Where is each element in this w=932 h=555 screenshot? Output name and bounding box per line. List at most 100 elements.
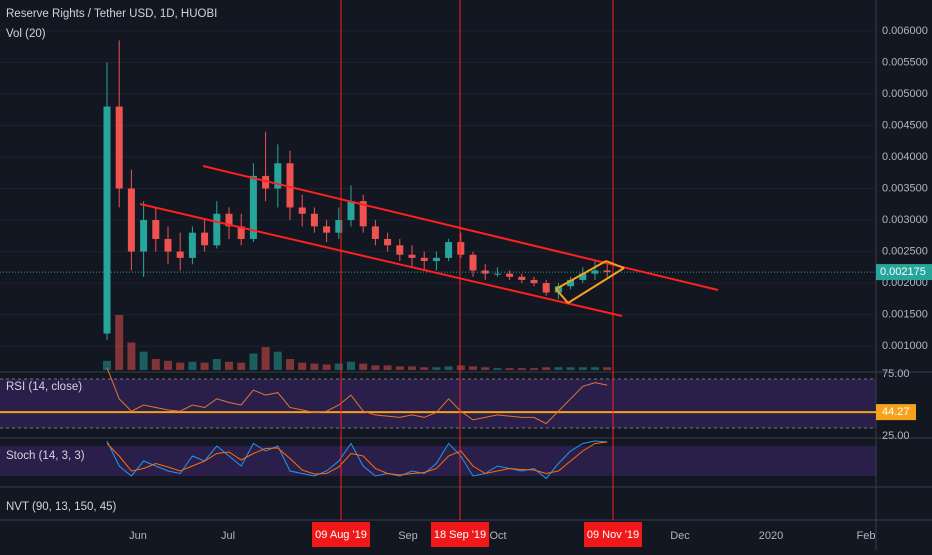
candle-body	[579, 273, 587, 280]
x-tick-label: Sep	[398, 530, 418, 542]
candle-body	[115, 106, 123, 189]
candle-body	[298, 207, 306, 214]
volume-bar	[188, 361, 197, 370]
candle-body	[445, 242, 453, 258]
x-tick-label: 2020	[759, 530, 783, 542]
volume-bar	[554, 367, 563, 370]
candle-body	[591, 270, 599, 274]
y-tick-label: 0.006000	[882, 25, 928, 37]
candle-body	[432, 257, 440, 262]
volume-bar	[322, 364, 331, 370]
volume-bar	[371, 365, 380, 370]
y-tick-label: 0.003500	[882, 182, 928, 194]
candle-body	[518, 276, 526, 280]
volume-bar	[444, 366, 453, 370]
x-tick-label: Feb	[857, 530, 876, 542]
candle-body	[408, 254, 416, 258]
y-tick-label: 0.004500	[882, 119, 928, 131]
marks	[0, 30, 876, 480]
volume-bar	[420, 367, 429, 370]
y-tick-label: 0.005500	[882, 56, 928, 68]
volume-bar	[249, 353, 258, 370]
candle-body	[493, 273, 501, 275]
rsi-level-box	[876, 404, 916, 421]
y-tick-label: 0.004000	[882, 151, 928, 163]
volume-bar	[115, 315, 124, 370]
volume-bar	[237, 362, 246, 370]
candle-body	[286, 163, 294, 208]
nvt-label: NVT (90, 13, 150, 45)	[6, 501, 117, 513]
stoch-d	[106, 441, 608, 476]
candle-body	[274, 163, 282, 189]
date-marker	[584, 522, 642, 547]
volume-bar	[456, 365, 465, 370]
volume-bar	[591, 367, 599, 370]
candle-body	[469, 254, 477, 271]
candle-body	[323, 226, 331, 233]
volume-bar	[603, 367, 612, 370]
volume-bar	[310, 363, 319, 370]
last-price-box	[876, 264, 932, 281]
candle-body	[347, 201, 355, 221]
volume-bar	[505, 368, 514, 370]
y-tick-label: 0.001500	[882, 309, 928, 321]
volume-label: Vol (20)	[6, 28, 46, 40]
rsi-band	[0, 379, 876, 428]
candle-body	[384, 238, 392, 246]
date-marker-label: 18 Sep '19	[434, 529, 486, 541]
volume-bar	[200, 362, 209, 370]
date-marker	[431, 522, 489, 547]
rsi-label: RSI (14, close)	[6, 381, 82, 393]
y-tick-label: 0.001000	[882, 340, 928, 352]
stoch-label: Stoch (14, 3, 3)	[6, 450, 85, 462]
candle-body	[164, 238, 172, 252]
volume-bar	[383, 365, 392, 370]
candle-body	[335, 220, 343, 233]
volume-bar	[493, 368, 502, 370]
volume-bar	[395, 366, 404, 370]
candle-body	[249, 175, 257, 239]
candle-body	[262, 175, 270, 189]
candle-body	[359, 201, 367, 227]
volume-bar	[298, 362, 307, 370]
rsi-line	[106, 367, 608, 425]
candle-body	[213, 213, 221, 246]
candle-body	[103, 106, 111, 334]
volume-bar	[530, 368, 538, 370]
candle-body	[396, 245, 404, 255]
volume-bar	[517, 368, 526, 370]
volume-bar	[359, 363, 368, 370]
volume-bar	[432, 367, 441, 370]
candle-body	[152, 220, 160, 239]
x-tick-label: Dec	[670, 530, 690, 542]
volume-bar	[151, 359, 160, 370]
volume-bar	[286, 359, 294, 370]
volume-bar	[347, 361, 355, 370]
candle-body	[506, 273, 514, 277]
candle-body	[542, 283, 550, 293]
candle-body	[481, 270, 489, 274]
y-tick-label: 0.005000	[882, 88, 928, 100]
candle-body	[225, 213, 233, 227]
volume-bar	[176, 362, 185, 370]
candle-body	[237, 226, 245, 239]
candle-body	[371, 226, 379, 239]
candle-body	[310, 213, 318, 227]
x-tick-label: Jun	[129, 530, 147, 542]
volume-bar	[408, 366, 416, 370]
date-marker-label: 09 Aug '19	[315, 529, 367, 541]
candle-body	[530, 279, 538, 284]
volume-bar	[103, 360, 111, 370]
y-tick-label: 0.002500	[882, 245, 928, 257]
candle-body	[127, 188, 135, 252]
candle-body	[420, 257, 428, 262]
volume-bar	[566, 367, 575, 370]
volume-bar	[481, 367, 490, 370]
candle-body	[554, 286, 562, 293]
flag-channel	[555, 260, 625, 304]
x-tick-label: Jul	[221, 530, 235, 542]
volume-bar	[139, 351, 148, 370]
date-marker-label: 09 Nov '19	[587, 529, 639, 541]
rsi-tick-label: 75.00	[882, 368, 910, 380]
